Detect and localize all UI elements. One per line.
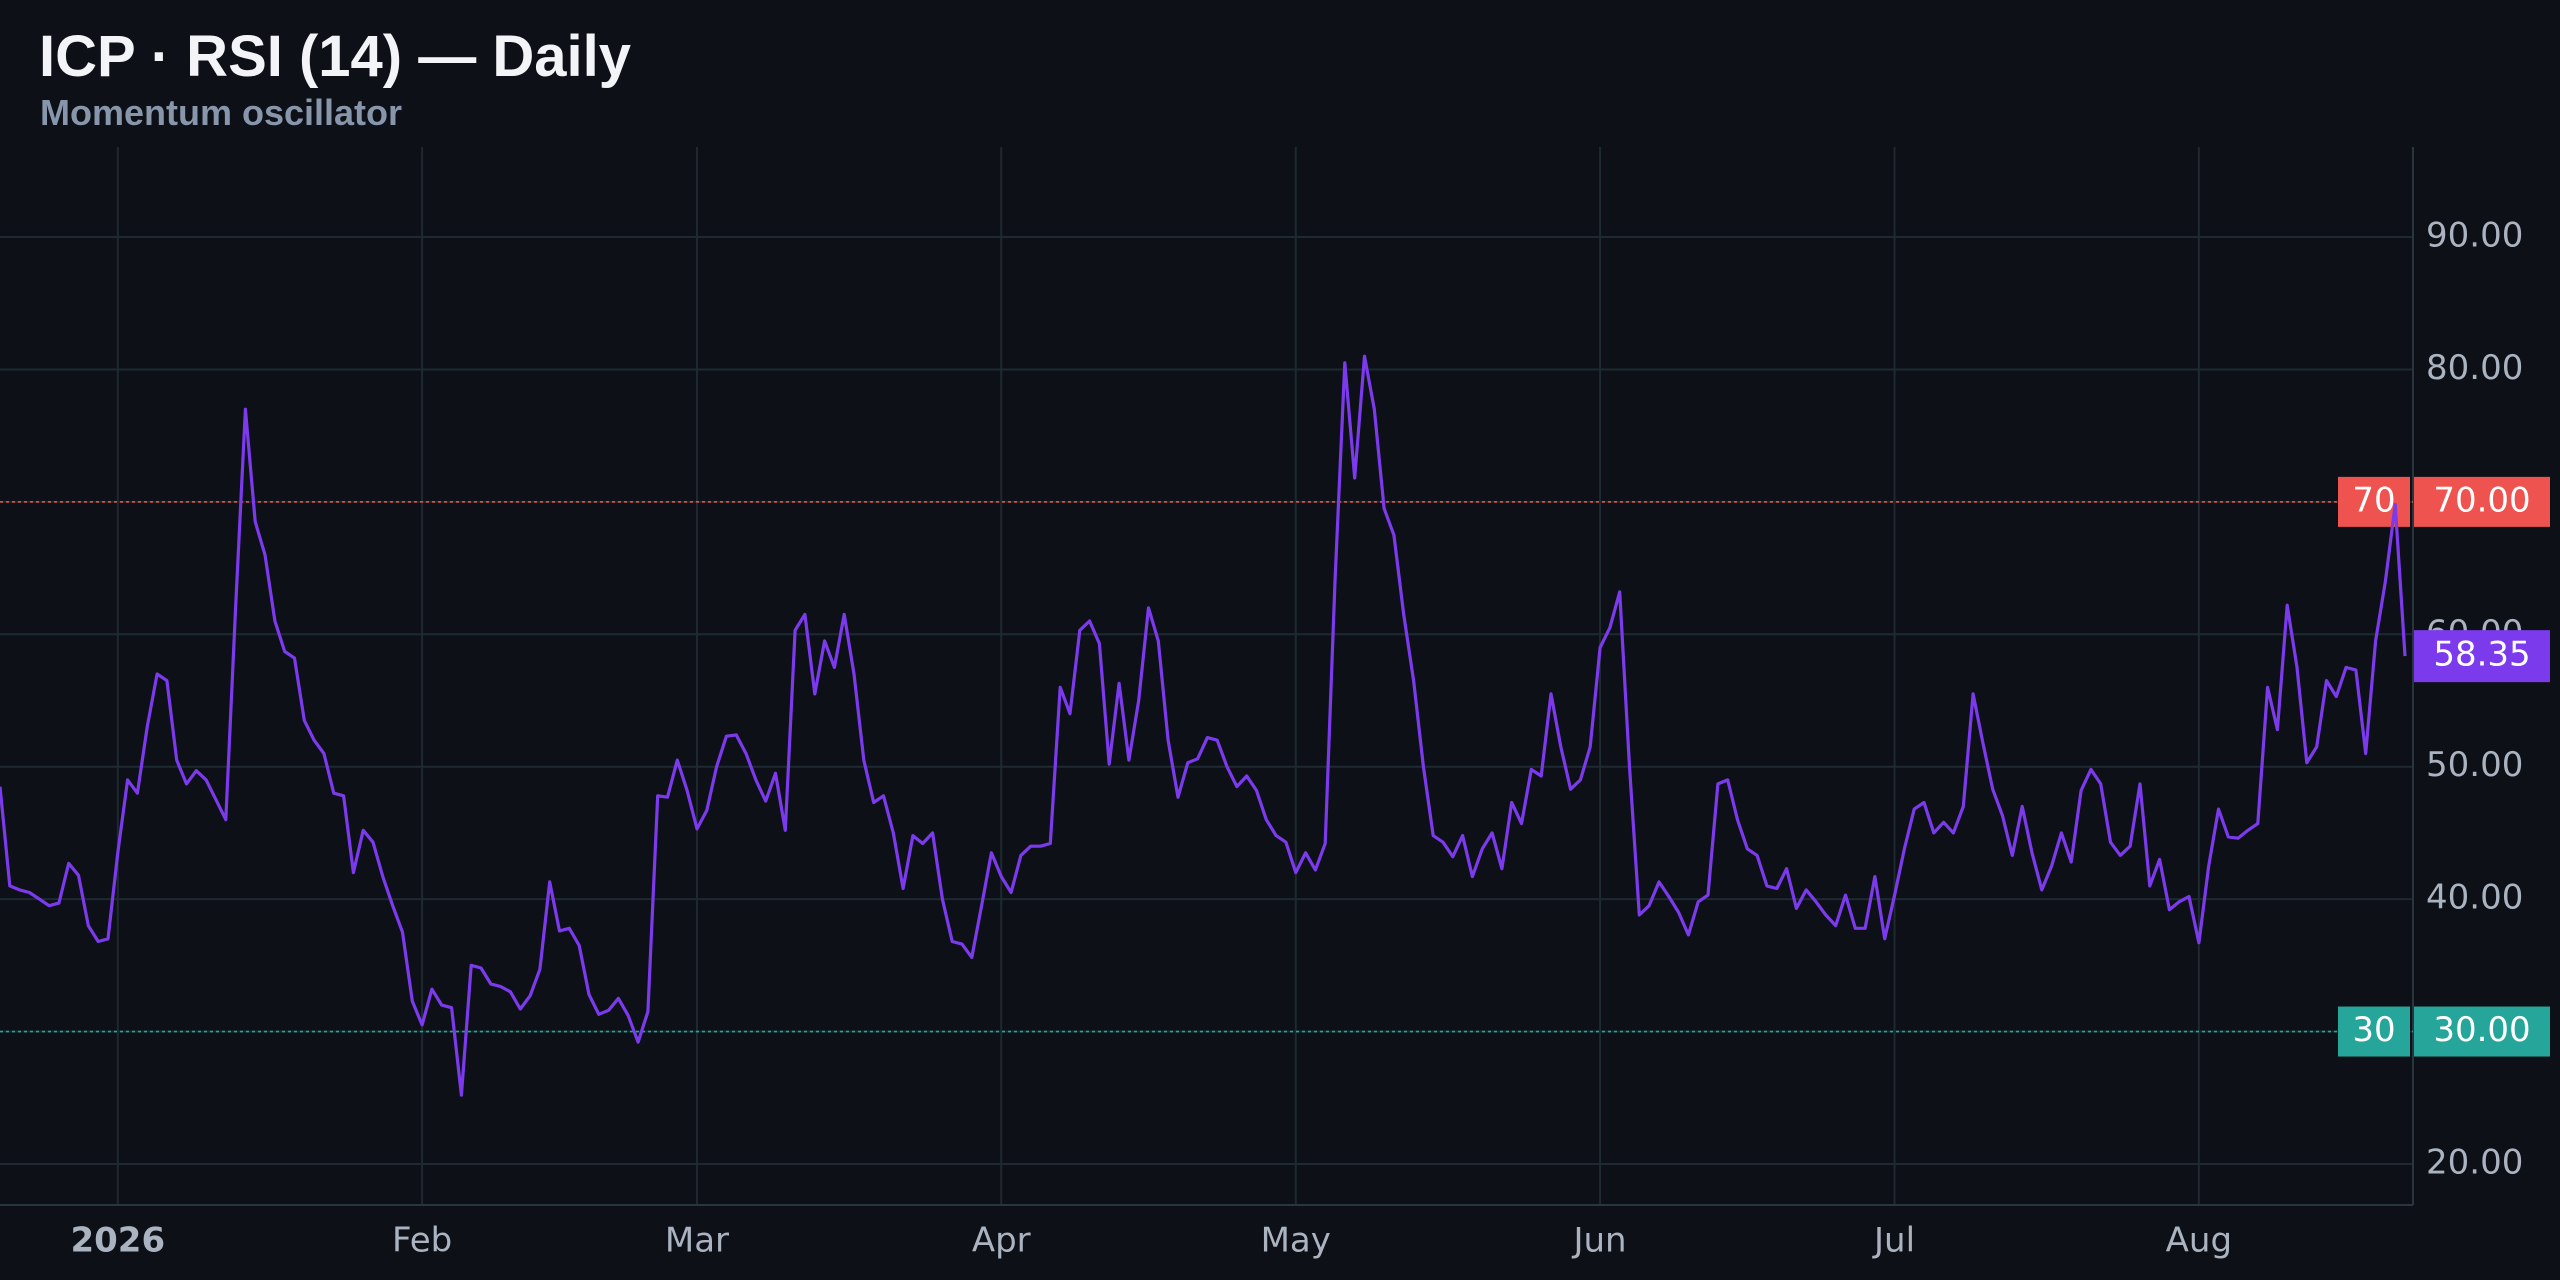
y-tick-label: 20.00	[2426, 1142, 2523, 1182]
reference-axis-label: 70.00	[2433, 480, 2530, 520]
x-tick-label: May	[1261, 1221, 1331, 1261]
reference-axis-tag	[2414, 1006, 2550, 1057]
x-tick-label: Aug	[2166, 1221, 2232, 1261]
last-value-tag	[2414, 630, 2550, 683]
x-tick-label: Mar	[665, 1221, 729, 1261]
y-tick-label: 80.00	[2426, 348, 2523, 388]
reference-tag	[2338, 1006, 2410, 1057]
x-tick-label: Jul	[1872, 1221, 1915, 1261]
reference-tag	[2338, 476, 2410, 527]
last-value-label: 58.35	[2433, 635, 2530, 675]
reference-tag-label: 30	[2352, 1010, 2395, 1050]
reference-axis-tag	[2414, 476, 2550, 527]
x-tick-label: 2026	[70, 1221, 165, 1261]
chart-subtitle: Momentum oscillator	[40, 92, 402, 133]
rsi-line	[0, 354, 2407, 1097]
x-tick-label: Apr	[972, 1221, 1031, 1261]
chart-title: ICP · RSI (14) — Daily	[39, 24, 631, 89]
x-tick-label: Feb	[392, 1221, 452, 1261]
y-tick-label: 90.00	[2426, 216, 2523, 256]
reference-axis-label: 30.00	[2433, 1010, 2530, 1050]
y-tick-label: 40.00	[2426, 878, 2523, 918]
y-tick-label: 50.00	[2426, 745, 2523, 785]
reference-tag-label: 70	[2352, 480, 2395, 520]
x-tick-label: Jun	[1571, 1221, 1626, 1261]
